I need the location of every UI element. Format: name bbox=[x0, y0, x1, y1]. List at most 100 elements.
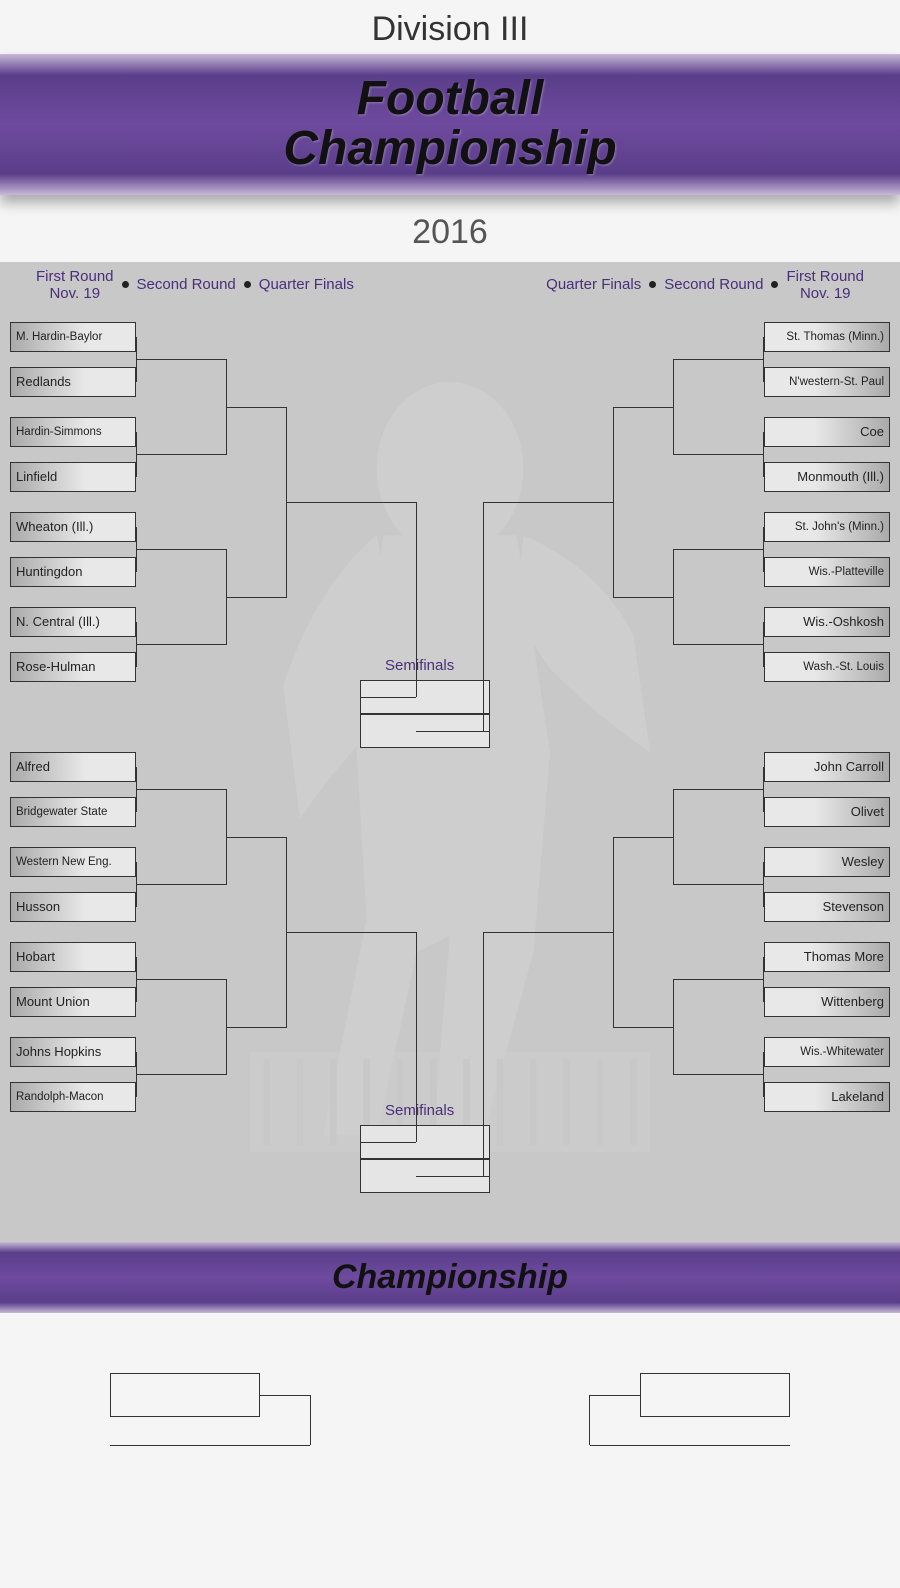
dot-icon bbox=[244, 281, 251, 288]
bracket-line bbox=[590, 1395, 640, 1396]
bracket-line bbox=[136, 359, 226, 360]
bracket-line bbox=[484, 932, 614, 933]
bracket-line bbox=[286, 502, 416, 503]
bracket-line bbox=[614, 837, 674, 838]
bracket-line bbox=[674, 454, 764, 455]
dot-icon bbox=[649, 281, 656, 288]
team-box: Olivet bbox=[764, 797, 890, 827]
team-box: Bridgewater State bbox=[10, 797, 136, 827]
first-round-date-r: Nov. 19 bbox=[786, 285, 864, 302]
bracket-line bbox=[674, 644, 764, 645]
title-banner: Football Championship bbox=[0, 54, 900, 195]
first-round-label-r: First Round bbox=[786, 268, 864, 285]
division-label: Division III bbox=[0, 0, 900, 54]
team-box: Coe bbox=[764, 417, 890, 447]
round-first-left: First Round Nov. 19 bbox=[36, 268, 114, 302]
championship-label: Championship bbox=[0, 1258, 900, 1297]
quarter-finals-label-left: Quarter Finals bbox=[259, 276, 354, 293]
team-box: N'western-St. Paul bbox=[764, 367, 890, 397]
bracket-line bbox=[360, 1142, 416, 1143]
bracket-line bbox=[614, 407, 674, 408]
bracket-line bbox=[136, 789, 226, 790]
bracket-line bbox=[674, 979, 764, 980]
round-first-right: First Round Nov. 19 bbox=[786, 268, 864, 302]
bracket-line bbox=[360, 697, 416, 698]
bracket-line bbox=[483, 932, 484, 1176]
team-box: Husson bbox=[10, 892, 136, 922]
bracket-line bbox=[226, 1027, 286, 1028]
bracket-line bbox=[260, 1395, 310, 1396]
first-round-label: First Round bbox=[36, 268, 114, 285]
team-box: Hobart bbox=[10, 942, 136, 972]
team-box: Hardin-Simmons bbox=[10, 417, 136, 447]
bracket-line bbox=[416, 1176, 490, 1177]
team-box: Wash.-St. Louis bbox=[764, 652, 890, 682]
bracket-line bbox=[110, 1445, 310, 1446]
bracket-line bbox=[226, 837, 286, 838]
bracket-line bbox=[136, 454, 226, 455]
team-box: St. Thomas (Minn.) bbox=[764, 322, 890, 352]
semifinals-label-1: Semifinals bbox=[385, 657, 454, 674]
team-box: Thomas More bbox=[764, 942, 890, 972]
round-labels-right: Quarter Finals Second Round First Round … bbox=[546, 268, 864, 302]
team-box: John Carroll bbox=[764, 752, 890, 782]
team-box: St. John's (Minn.) bbox=[764, 512, 890, 542]
team-box: Johns Hopkins bbox=[10, 1037, 136, 1067]
team-box: Huntingdon bbox=[10, 557, 136, 587]
round-labels-left: First Round Nov. 19 Second Round Quarter… bbox=[36, 268, 354, 302]
bracket-line bbox=[590, 1445, 790, 1446]
bracket-line bbox=[226, 407, 286, 408]
bracket-line bbox=[136, 979, 226, 980]
round-labels: First Round Nov. 19 Second Round Quarter… bbox=[0, 268, 900, 302]
bracket-line bbox=[674, 359, 764, 360]
bracket-line bbox=[484, 502, 614, 503]
bracket-header: Division III Football Championship 2016 bbox=[0, 0, 900, 262]
bracket-line bbox=[226, 597, 286, 598]
championship-banner: Championship bbox=[0, 1242, 900, 1313]
team-box: Wheaton (Ill.) bbox=[10, 512, 136, 542]
team-box: Wis.-Whitewater bbox=[764, 1037, 890, 1067]
bracket-line bbox=[674, 549, 764, 550]
dot-icon bbox=[771, 281, 778, 288]
bracket-line bbox=[136, 644, 226, 645]
quarter-finals-label-right: Quarter Finals bbox=[546, 276, 641, 293]
bracket-line bbox=[674, 1074, 764, 1075]
bracket-line bbox=[614, 597, 674, 598]
team-box: Linfield bbox=[10, 462, 136, 492]
bracket-line bbox=[136, 549, 226, 550]
team-box: N. Central (Ill.) bbox=[10, 607, 136, 637]
second-round-label-right: Second Round bbox=[664, 276, 763, 293]
team-box: Alfred bbox=[10, 752, 136, 782]
championship-finalist-right bbox=[640, 1373, 790, 1417]
bracket-line bbox=[483, 502, 484, 731]
bracket-line bbox=[310, 1395, 311, 1445]
bracket-line bbox=[674, 789, 764, 790]
title-line-2: Championship bbox=[283, 122, 616, 175]
team-box: Western New Eng. bbox=[10, 847, 136, 877]
team-box: Wittenberg bbox=[764, 987, 890, 1017]
title: Football Championship bbox=[0, 74, 900, 175]
bracket-line bbox=[136, 884, 226, 885]
semifinals-label-2: Semifinals bbox=[385, 1102, 454, 1119]
second-round-label-left: Second Round bbox=[137, 276, 236, 293]
team-box: Mount Union bbox=[10, 987, 136, 1017]
first-round-date: Nov. 19 bbox=[36, 285, 114, 302]
bracket-line bbox=[674, 884, 764, 885]
dot-icon bbox=[122, 281, 129, 288]
bracket-line bbox=[416, 932, 417, 1142]
team-box: Redlands bbox=[10, 367, 136, 397]
team-box: Wis.-Oshkosh bbox=[764, 607, 890, 637]
bracket-line bbox=[136, 1074, 226, 1075]
bracket-line bbox=[286, 932, 416, 933]
year-label: 2016 bbox=[0, 195, 900, 262]
player-silhouette-icon bbox=[100, 352, 800, 1152]
team-box: Randolph-Macon bbox=[10, 1082, 136, 1112]
bracket-line bbox=[614, 1027, 674, 1028]
championship-finalist-left bbox=[110, 1373, 260, 1417]
team-box: Wesley bbox=[764, 847, 890, 877]
team-box: Rose-Hulman bbox=[10, 652, 136, 682]
team-box: Stevenson bbox=[764, 892, 890, 922]
bracket-line bbox=[589, 1395, 590, 1445]
team-box: Wis.-Platteville bbox=[764, 557, 890, 587]
bracket-line bbox=[416, 731, 490, 732]
